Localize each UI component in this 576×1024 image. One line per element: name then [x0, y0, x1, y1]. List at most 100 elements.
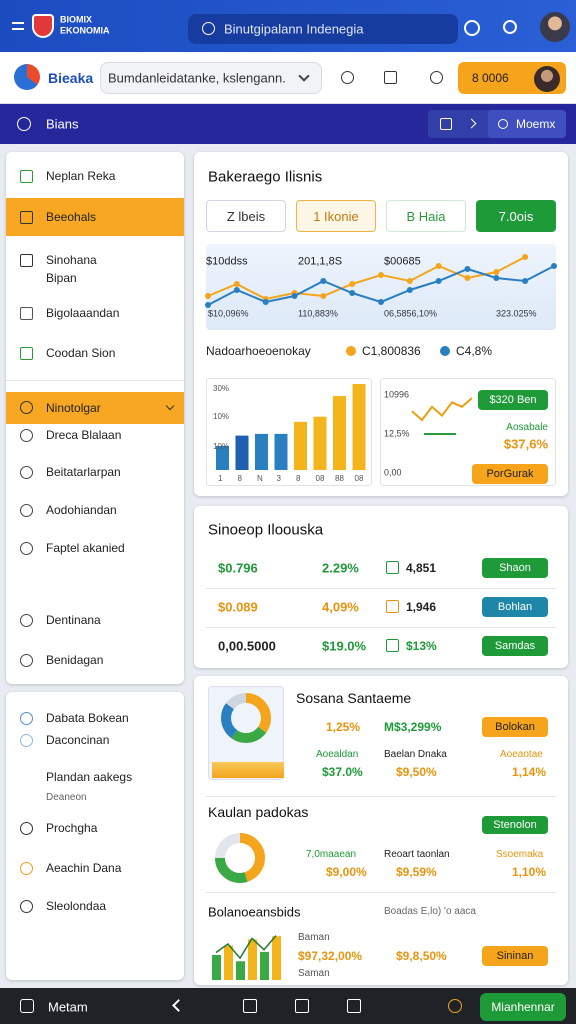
- point: [205, 302, 211, 308]
- select-text: Bumdanleidatanke, kslengann.: [108, 70, 286, 86]
- x-label: 3: [276, 474, 281, 483]
- sidebar-item: Coodan Sion: [46, 346, 116, 360]
- chart-area: [206, 244, 556, 330]
- value: $9,50%: [396, 765, 437, 779]
- bar: [212, 955, 221, 980]
- active-item[interactable]: [6, 198, 184, 236]
- divider: [206, 796, 556, 797]
- nav-icon[interactable]: [295, 999, 309, 1013]
- icon: [341, 71, 354, 84]
- search-text: Binutgipalann Indenegia: [224, 21, 364, 37]
- bar: [333, 396, 346, 470]
- icon: [20, 429, 33, 442]
- value: M$3,299%: [384, 720, 442, 734]
- tab[interactable]: 1 Ikonie: [296, 200, 376, 232]
- nav-icon[interactable]: [243, 999, 257, 1013]
- tab[interactable]: 7.0ois: [476, 200, 556, 232]
- icon: [20, 734, 33, 747]
- icon: [20, 307, 33, 320]
- nav-icon[interactable]: [347, 999, 361, 1013]
- nav-square[interactable]: [440, 118, 452, 130]
- point: [522, 254, 529, 260]
- sidebar-item: Faptel akanied: [46, 541, 125, 555]
- x-label: 8: [237, 474, 242, 483]
- point: [522, 278, 529, 284]
- cell: 2.29%: [322, 560, 359, 576]
- value: $37.0%: [322, 765, 363, 779]
- bar: [255, 433, 268, 470]
- value: 1,10%: [512, 865, 547, 879]
- sidebar-item: Sleolondaa: [46, 899, 107, 913]
- search-field[interactable]: [188, 14, 458, 44]
- cell: 1,946: [406, 600, 437, 614]
- side-button[interactable]: $320 Ben: [478, 390, 548, 410]
- note: Boadas E,lo) 'o aaca: [384, 906, 476, 917]
- chart-label: 323.025%: [496, 308, 537, 319]
- sidebar-item: Dabata Bokean: [46, 711, 129, 725]
- legend-dot: [440, 346, 450, 356]
- row-button[interactable]: Bohlan: [482, 597, 548, 617]
- label: Saman: [298, 968, 330, 979]
- divider: [206, 627, 556, 628]
- cell: $0.089: [218, 599, 258, 615]
- icon: [386, 600, 399, 613]
- bar-chart-box: [206, 378, 372, 486]
- row-button[interactable]: Samdas: [482, 636, 548, 656]
- icon: [386, 639, 399, 652]
- point: [464, 275, 471, 281]
- x-label: N: [257, 474, 263, 483]
- donut-segment: [215, 833, 265, 883]
- avatar[interactable]: [540, 12, 570, 42]
- footer-button[interactable]: Mianhennar: [480, 993, 566, 1021]
- side-button[interactable]: PorGurak: [472, 464, 548, 484]
- donut-segment: [221, 693, 271, 743]
- search-icon[interactable]: [503, 20, 517, 34]
- card-title: Bakeraego Ilisnis: [208, 168, 323, 186]
- icon: [384, 71, 397, 84]
- point: [262, 299, 269, 305]
- tab[interactable]: B Haia: [386, 200, 466, 232]
- sidebar-item: Daconcinan: [46, 733, 110, 747]
- bar: [224, 945, 233, 980]
- label: 7,0maaean: [306, 849, 357, 860]
- footer-label: Metam: [48, 999, 88, 1015]
- donut-segment: [221, 693, 271, 743]
- y-label: 10%: [213, 412, 230, 421]
- cell: $19.0%: [322, 638, 367, 654]
- point: [320, 278, 327, 284]
- logo: [32, 14, 54, 38]
- divider: [206, 588, 556, 589]
- legend-title: Nadoarhoeoenokay: [206, 344, 311, 358]
- icon: [20, 712, 33, 725]
- x-label: 08: [354, 474, 364, 483]
- button[interactable]: Sininan: [482, 946, 548, 966]
- select[interactable]: [100, 62, 322, 94]
- tab[interactable]: Z lbeis: [206, 200, 286, 232]
- footer-dot[interactable]: [448, 999, 462, 1013]
- chart-label: 110,883%: [298, 308, 338, 319]
- bar: [272, 936, 281, 980]
- icon: [386, 561, 399, 574]
- sidebar-item: Neplan Reka: [46, 169, 116, 183]
- row-button[interactable]: Shaon: [482, 558, 548, 578]
- button[interactable]: Bolokan: [482, 717, 548, 737]
- point: [349, 281, 356, 287]
- sidebar-item: Dreca Blalaan: [46, 428, 122, 442]
- sync-icon[interactable]: [464, 20, 480, 36]
- icon: [20, 254, 33, 267]
- image-strip: [212, 762, 284, 778]
- side-label: 10996: [384, 389, 410, 400]
- point: [320, 293, 327, 299]
- section-title: Bolanoeansbids: [208, 904, 301, 920]
- legend-dot: [346, 346, 356, 356]
- button[interactable]: Stenolon: [482, 816, 548, 834]
- icon: [20, 347, 33, 360]
- bar: [313, 416, 327, 470]
- icon: [20, 466, 33, 479]
- group-header[interactable]: [6, 392, 184, 424]
- label: Aoealdan: [316, 749, 359, 760]
- footer-icon[interactable]: [20, 999, 34, 1013]
- x-label: 08: [315, 474, 325, 483]
